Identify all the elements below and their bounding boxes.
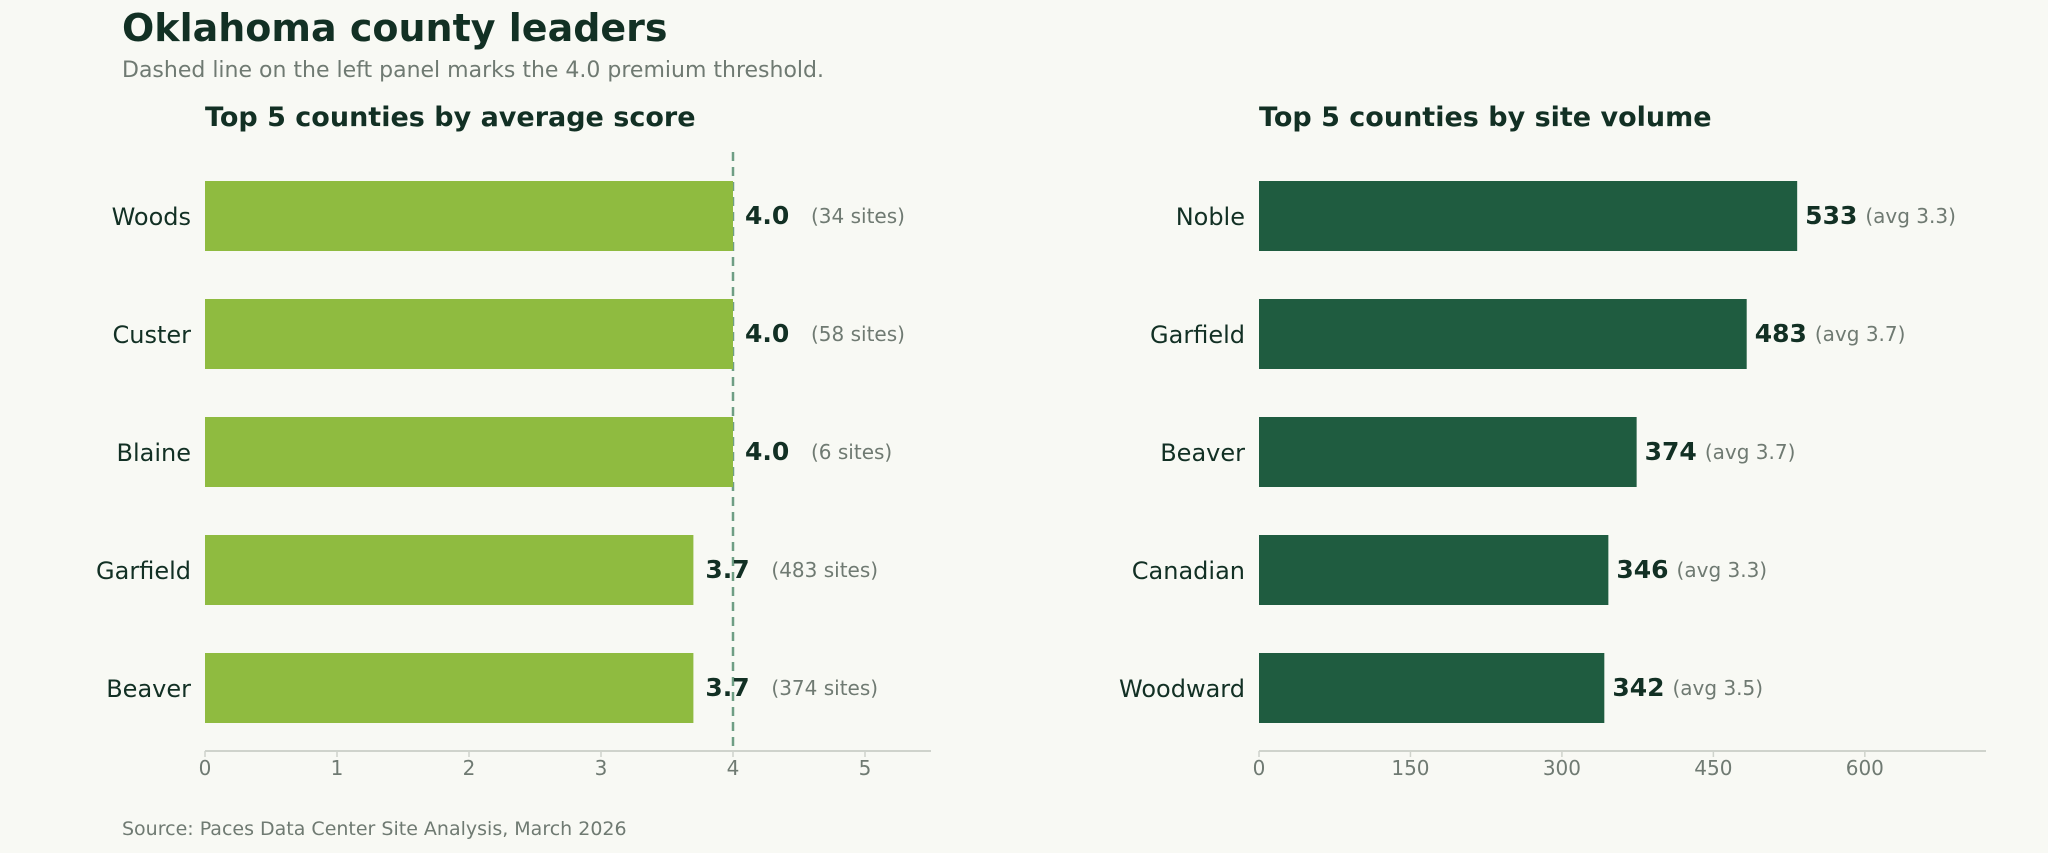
- right-category-label: Woodward: [1119, 675, 1245, 703]
- left-secondary-label: (58 sites): [811, 322, 905, 346]
- left-secondary-label: (34 sites): [811, 204, 905, 228]
- left-bar-blaine: [205, 417, 733, 487]
- left-value-label: 4.0: [745, 437, 789, 466]
- right-bar-garfield: [1259, 299, 1747, 369]
- left-value-label: 4.0: [745, 319, 789, 348]
- right-category-label: Beaver: [1160, 439, 1245, 467]
- right-value-label: 346: [1616, 555, 1668, 584]
- left-x-tick-label: 1: [331, 756, 344, 780]
- right-x-tick-label: 600: [1846, 756, 1884, 780]
- right-value-label: 374: [1645, 437, 1697, 466]
- left-panel-title: Top 5 counties by average score: [205, 102, 696, 133]
- left-category-label: Custer: [112, 321, 191, 349]
- source-note: Source: Paces Data Center Site Analysis,…: [122, 818, 627, 840]
- chart-subtitle: Dashed line on the left panel marks the …: [122, 58, 824, 83]
- right-x-tick-label: 0: [1253, 756, 1266, 780]
- left-bar-beaver: [205, 653, 694, 723]
- left-category-label: Blaine: [117, 439, 191, 467]
- right-secondary-label: (avg 3.3): [1677, 558, 1768, 582]
- left-x-tick-label: 5: [859, 756, 872, 780]
- chart-title: Oklahoma county leaders: [122, 6, 668, 50]
- left-category-label: Garfield: [96, 557, 191, 585]
- right-panel-title: Top 5 counties by site volume: [1259, 102, 1712, 133]
- right-x-tick-label: 300: [1543, 756, 1581, 780]
- right-category-label: Noble: [1176, 203, 1245, 231]
- right-secondary-label: (avg 3.7): [1815, 322, 1906, 346]
- right-panel-site-volume: Top 5 counties by site volume Noble 533 (av…: [1119, 102, 1986, 780]
- left-category-label: Woods: [112, 203, 191, 231]
- left-value-label: 3.7: [705, 555, 749, 584]
- right-value-label: 483: [1755, 319, 1807, 348]
- left-bar-custer: [205, 299, 733, 369]
- right-bar-noble: [1259, 181, 1798, 251]
- right-category-label: Canadian: [1132, 557, 1245, 585]
- left-x-tick-label: 4: [727, 756, 740, 780]
- left-secondary-label: (374 sites): [771, 676, 878, 700]
- left-value-label: 3.7: [705, 673, 749, 702]
- right-x-tick-label: 150: [1391, 756, 1429, 780]
- right-value-label: 533: [1805, 201, 1857, 230]
- left-x-tick-label: 0: [199, 756, 212, 780]
- left-secondary-label: (6 sites): [811, 440, 892, 464]
- right-bar-canadian: [1259, 535, 1609, 605]
- right-bar-beaver: [1259, 417, 1637, 487]
- right-secondary-label: (avg 3.3): [1865, 204, 1956, 228]
- right-value-label: 342: [1612, 673, 1664, 702]
- right-secondary-label: (avg 3.5): [1673, 676, 1764, 700]
- right-bar-woodward: [1259, 653, 1605, 723]
- left-x-tick-label: 3: [595, 756, 608, 780]
- right-x-tick-label: 450: [1694, 756, 1732, 780]
- left-bar-woods: [205, 181, 733, 251]
- left-value-label: 4.0: [745, 201, 789, 230]
- right-secondary-label: (avg 3.7): [1705, 440, 1796, 464]
- left-bar-garfield: [205, 535, 694, 605]
- left-category-label: Beaver: [106, 675, 191, 703]
- left-x-tick-label: 2: [463, 756, 476, 780]
- left-panel-average-score: Top 5 counties by average score Woods 4.0 (…: [96, 102, 931, 780]
- left-secondary-label: (483 sites): [771, 558, 878, 582]
- right-category-label: Garfield: [1150, 321, 1245, 349]
